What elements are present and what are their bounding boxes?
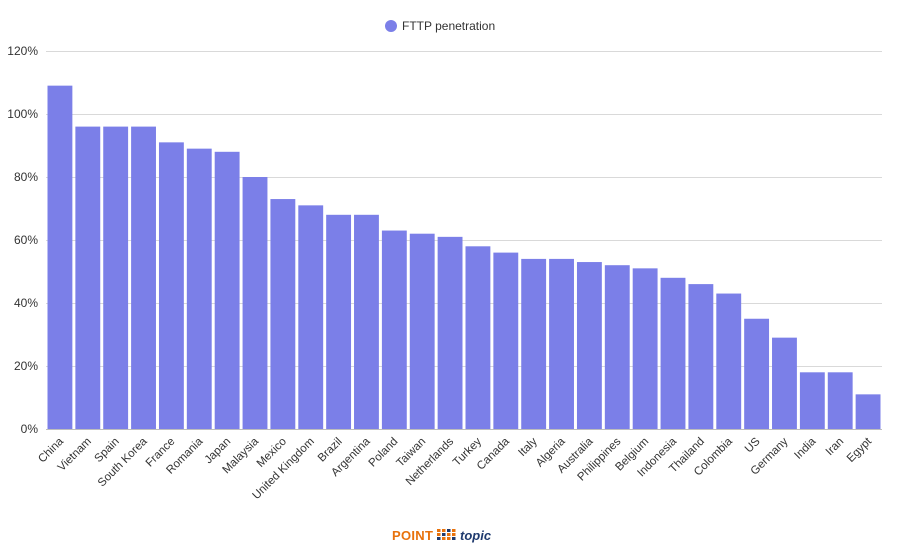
- bar-germany[interactable]: [772, 337, 797, 429]
- bar-netherlands[interactable]: [437, 236, 463, 429]
- bar-brazil[interactable]: [326, 214, 352, 429]
- bar-indonesia[interactable]: [660, 277, 686, 429]
- bar-united-kingdom[interactable]: [298, 205, 324, 429]
- bar-poland[interactable]: [381, 230, 407, 429]
- x-category-label: US: [743, 435, 763, 455]
- x-category-label: Iran: [824, 436, 847, 459]
- bar-turkey[interactable]: [465, 246, 491, 429]
- logo-grid-icon: [437, 529, 456, 540]
- bar-malaysia[interactable]: [242, 177, 268, 429]
- bars: [47, 85, 881, 430]
- bar-algeria[interactable]: [549, 258, 574, 429]
- y-tick-label: 80%: [14, 170, 38, 184]
- bar-france[interactable]: [158, 142, 184, 429]
- x-category-label: India: [792, 435, 819, 462]
- x-category-label: Poland: [367, 436, 401, 470]
- legend[interactable]: FTTP penetration: [385, 19, 495, 33]
- x-category-label: South Korea: [96, 435, 150, 489]
- bar-iran[interactable]: [827, 372, 853, 429]
- bar-mexico[interactable]: [270, 199, 296, 429]
- y-tick-label: 0%: [21, 422, 39, 436]
- x-category-label: Italy: [516, 435, 540, 459]
- bar-spain[interactable]: [103, 126, 129, 429]
- point-topic-logo: POINT topic: [392, 528, 492, 543]
- bar-japan[interactable]: [214, 151, 240, 430]
- y-tick-label: 60%: [14, 233, 38, 247]
- bar-egypt[interactable]: [855, 394, 881, 429]
- bar-romania[interactable]: [186, 148, 212, 429]
- bar-india[interactable]: [799, 372, 825, 429]
- legend-label: FTTP penetration: [402, 19, 495, 33]
- x-category-label: Egypt: [845, 435, 875, 465]
- bar-argentina[interactable]: [354, 214, 379, 429]
- bar-china[interactable]: [47, 85, 73, 430]
- bar-taiwan[interactable]: [409, 233, 435, 429]
- y-tick-label: 120%: [7, 44, 38, 58]
- bar-philippines[interactable]: [604, 265, 630, 429]
- bar-vietnam[interactable]: [75, 126, 101, 429]
- bar-canada[interactable]: [493, 252, 519, 429]
- y-axis-tick-labels: 0% 20% 40% 60% 80% 100% 120%: [7, 44, 38, 436]
- logo-text-topic: topic: [460, 528, 492, 543]
- bar-colombia[interactable]: [716, 293, 742, 429]
- bar-south-korea[interactable]: [131, 126, 156, 429]
- bar-australia[interactable]: [576, 262, 602, 429]
- bar-us[interactable]: [744, 318, 770, 429]
- y-tick-label: 40%: [14, 296, 38, 310]
- legend-swatch-icon: [385, 20, 397, 32]
- bar-thailand[interactable]: [688, 284, 714, 429]
- bar-belgium[interactable]: [632, 268, 658, 429]
- y-tick-label: 100%: [7, 107, 38, 121]
- logo-text-point: POINT: [392, 528, 433, 543]
- gridlines: [46, 51, 882, 430]
- bar-italy[interactable]: [521, 258, 547, 429]
- y-tick-label: 20%: [14, 359, 38, 373]
